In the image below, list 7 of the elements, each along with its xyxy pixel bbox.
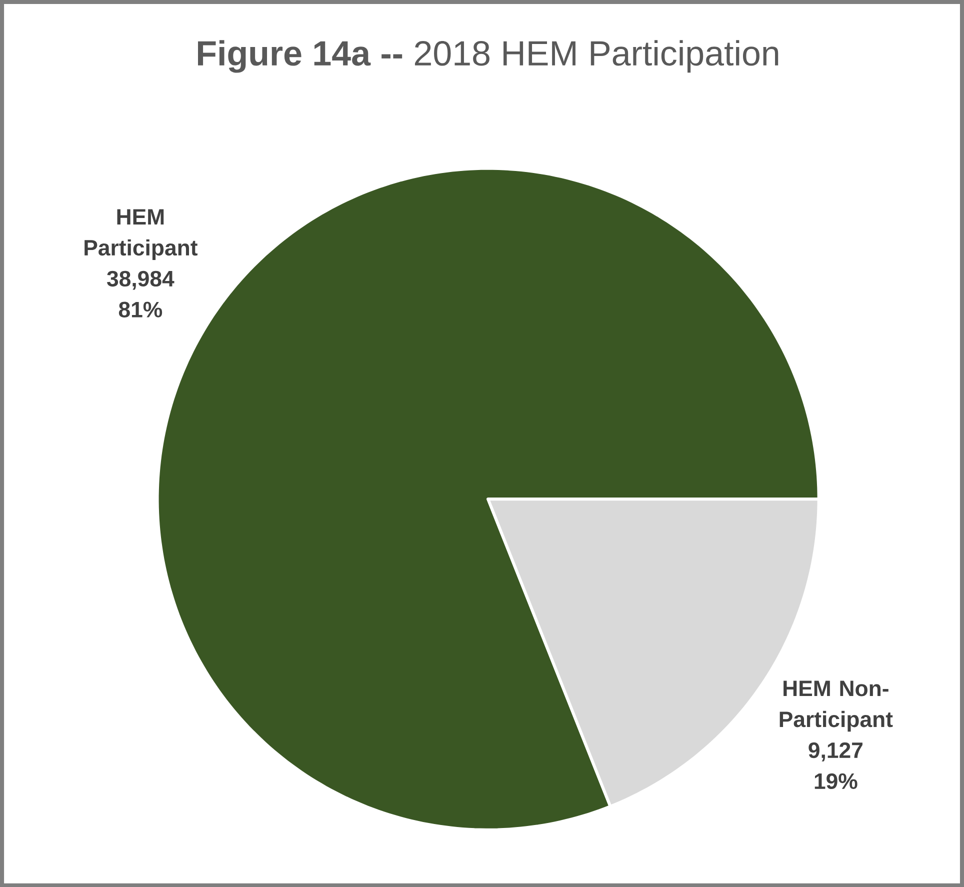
slice-label: HEM Non-Participant <box>780 680 893 732</box>
chart-title: Figure 14a -- 2018 HEM Participation <box>198 40 778 73</box>
data-label: 38,984 <box>107 270 174 290</box>
text: 19% <box>814 773 858 789</box>
slice-label: HEM Participant <box>84 209 198 260</box>
text: 81% <box>118 302 162 318</box>
data-label: 9,127 <box>808 742 862 762</box>
